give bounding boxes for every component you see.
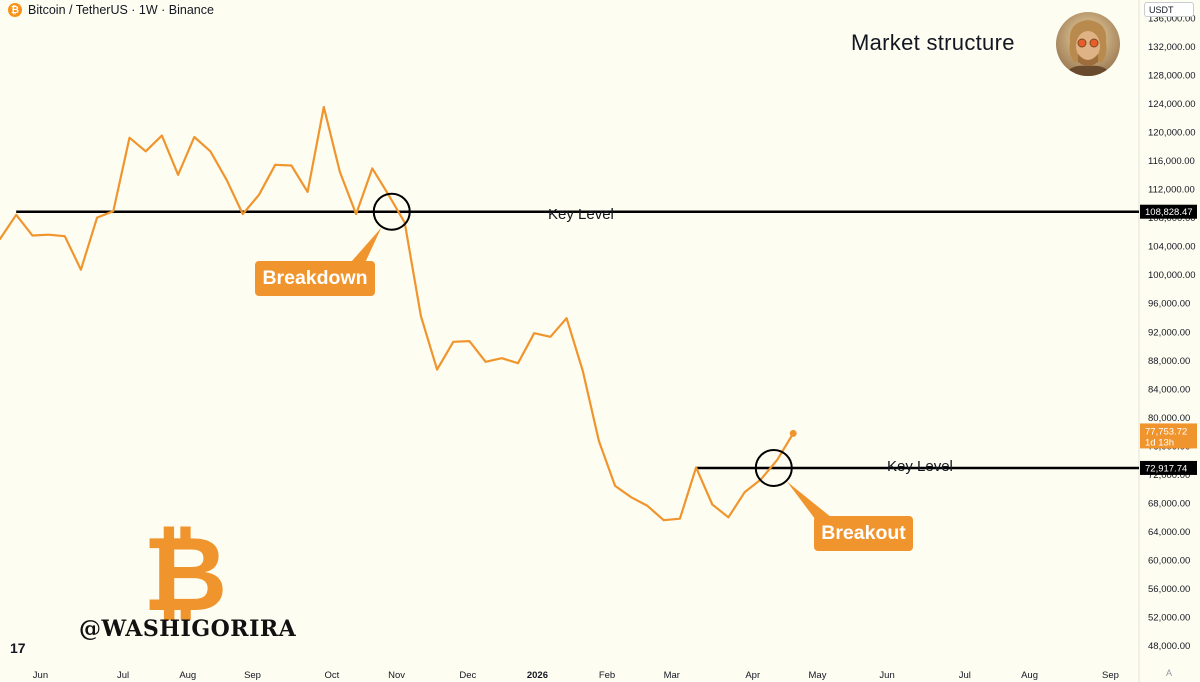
marker-pointer <box>349 227 382 272</box>
y-tick-label: 136,000.00 <box>1148 13 1196 24</box>
key-level-lower-label: Key Level <box>887 458 953 475</box>
last-price-tag-label: 77,753.72 <box>1145 426 1187 437</box>
x-tick-label: Aug <box>179 670 196 681</box>
y-tick-label: 72,000.00 <box>1148 470 1190 481</box>
symbol-header[interactable]: ₿ Bitcoin / TetherUS · 1W · Binance <box>8 3 214 17</box>
level-price-tag <box>1140 204 1197 219</box>
x-tick-label: Apr <box>745 670 760 681</box>
breakdown-badge: Breakdown <box>255 261 375 296</box>
y-tick-label: 124,000.00 <box>1148 99 1196 110</box>
marker-pointer <box>786 481 832 527</box>
y-tick-label: 92,000.00 <box>1148 327 1190 338</box>
x-tick-label: Jun <box>33 670 48 681</box>
bitcoin-coin-icon: ₿ <box>8 3 22 17</box>
last-price-tag <box>1140 423 1197 449</box>
x-tick-label: Dec <box>459 670 476 681</box>
y-tick-label: 56,000.00 <box>1148 584 1190 595</box>
y-tick-label: 68,000.00 <box>1148 499 1190 510</box>
x-tick-label: Nov <box>388 670 405 681</box>
y-tick-label: 48,000.00 <box>1148 641 1190 652</box>
y-tick-label: 96,000.00 <box>1148 299 1190 310</box>
symbol-label: Bitcoin / TetherUS · 1W · Binance <box>28 3 214 17</box>
x-tick-label: Jul <box>959 670 971 681</box>
y-tick-label: 52,000.00 <box>1148 613 1190 624</box>
y-tick-label: 128,000.00 <box>1148 70 1196 81</box>
x-tick-label: Jul <box>117 670 129 681</box>
breakout-badge: Breakout <box>814 516 913 551</box>
chart-title: Market structure <box>851 30 1015 55</box>
level-price-tag-label: 72,917.74 <box>1145 463 1187 474</box>
x-tick-label: May <box>809 670 827 681</box>
y-tick-label: 116,000.00 <box>1148 156 1195 167</box>
y-tick-label: 120,000.00 <box>1148 128 1196 139</box>
x-tick-label: Mar <box>664 670 680 681</box>
level-price-tag <box>1140 460 1197 475</box>
y-tick-label: 104,000.00 <box>1148 242 1196 253</box>
x-tick-label: Aug <box>1021 670 1038 681</box>
author-avatar <box>1056 12 1120 76</box>
y-tick-label: 88,000.00 <box>1148 356 1190 367</box>
bitcoin-logo-icon: ₿ <box>145 520 225 620</box>
x-tick-label: Sep <box>1102 670 1119 681</box>
price-series-line <box>0 105 795 522</box>
y-tick-label: 60,000.00 <box>1148 556 1190 567</box>
auto-scale-button[interactable]: A <box>1166 668 1173 678</box>
marker-circle <box>754 448 793 487</box>
author-watermark: @WASHIGORIRA <box>79 616 297 642</box>
y-tick-label: 80,000.00 <box>1148 413 1190 424</box>
x-tick-label: 2026 <box>527 670 548 681</box>
y-tick-label: 84,000.00 <box>1148 384 1190 395</box>
x-tick-label: Feb <box>599 670 615 681</box>
y-tick-label: 64,000.00 <box>1148 527 1190 538</box>
marker-circle <box>372 192 411 231</box>
currency-selector[interactable]: USDT <box>1144 2 1194 17</box>
x-tick-label: Sep <box>244 670 261 681</box>
tradingview-logo-icon[interactable]: 17 <box>10 640 26 656</box>
last-price-countdown: 1d 13h <box>1145 437 1174 448</box>
y-tick-label: 100,000.00 <box>1148 270 1196 281</box>
x-tick-label: Jun <box>879 670 894 681</box>
svg-text:₿: ₿ <box>145 520 225 620</box>
y-tick-label: 112,000.00 <box>1148 185 1195 196</box>
y-tick-label: 132,000.00 <box>1148 42 1196 53</box>
key-level-upper-label: Key Level <box>548 206 614 223</box>
level-price-tag-label: 108,828.47 <box>1145 207 1193 218</box>
x-tick-label: Oct <box>324 670 339 681</box>
last-price-dot <box>789 429 797 437</box>
